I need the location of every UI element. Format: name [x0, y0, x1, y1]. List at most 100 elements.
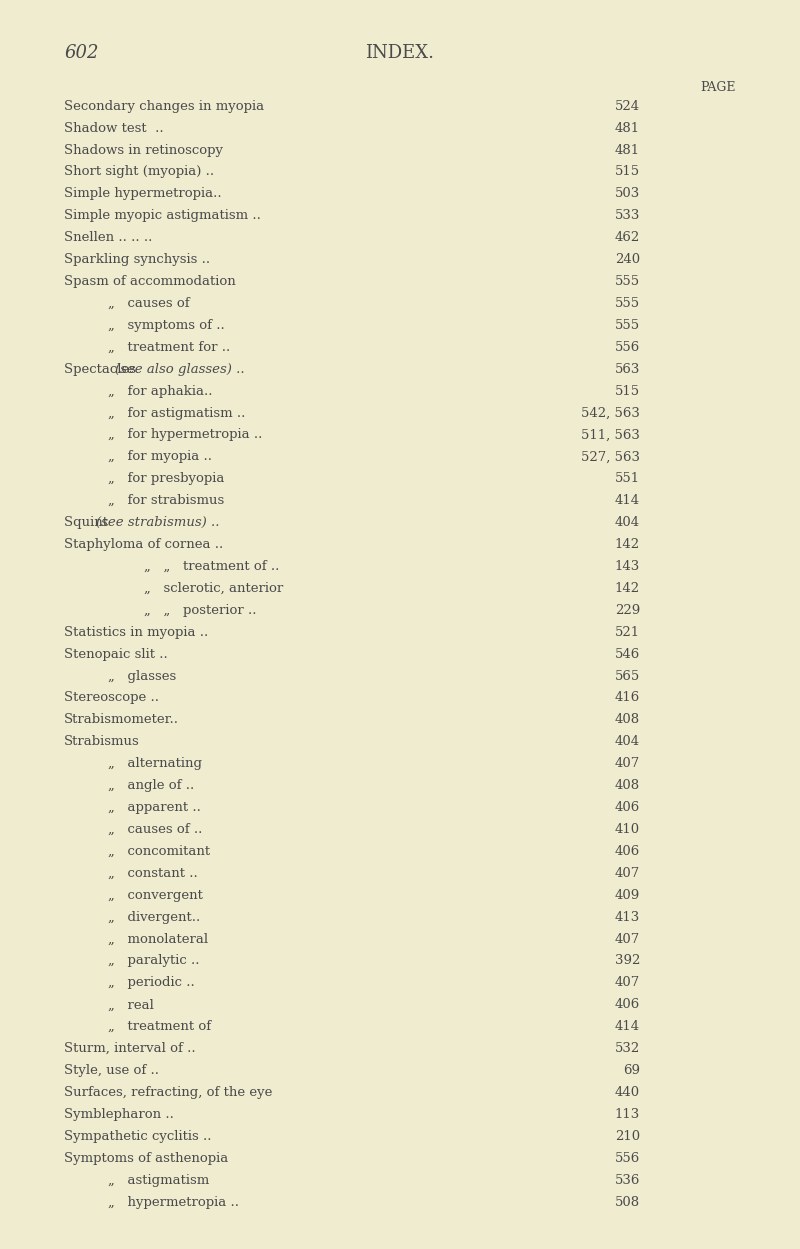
Text: 536: 536 — [614, 1174, 640, 1187]
Text: 555: 555 — [615, 275, 640, 289]
Text: 542, 563: 542, 563 — [581, 406, 640, 420]
Text: 527, 563: 527, 563 — [581, 451, 640, 463]
Text: 532: 532 — [614, 1042, 640, 1055]
Text: 407: 407 — [614, 933, 640, 945]
Text: „   for presbyopia: „ for presbyopia — [108, 472, 224, 486]
Text: Sparkling synchysis ..: Sparkling synchysis .. — [64, 254, 210, 266]
Text: Style, use of ..: Style, use of .. — [64, 1064, 159, 1077]
Text: Stereoscope ..: Stereoscope .. — [64, 692, 159, 704]
Text: 416: 416 — [614, 692, 640, 704]
Text: 392: 392 — [614, 954, 640, 968]
Text: 556: 556 — [614, 1152, 640, 1165]
Text: 229: 229 — [614, 603, 640, 617]
Text: Strabismus: Strabismus — [64, 736, 140, 748]
Text: „   for strabismus: „ for strabismus — [108, 495, 224, 507]
Text: Shadows in retinoscopy: Shadows in retinoscopy — [64, 144, 223, 156]
Text: 210: 210 — [615, 1130, 640, 1143]
Text: 521: 521 — [615, 626, 640, 638]
Text: Strabismometer..: Strabismometer.. — [64, 713, 179, 727]
Text: PAGE: PAGE — [701, 81, 736, 94]
Text: „   periodic ..: „ periodic .. — [108, 977, 194, 989]
Text: „   paralytic ..: „ paralytic .. — [108, 954, 199, 968]
Text: „   astigmatism: „ astigmatism — [108, 1174, 210, 1187]
Text: 413: 413 — [614, 911, 640, 924]
Text: „   constant ..: „ constant .. — [108, 867, 198, 879]
Text: 410: 410 — [615, 823, 640, 836]
Text: 440: 440 — [615, 1087, 640, 1099]
Text: Shadow test  ..: Shadow test .. — [64, 121, 164, 135]
Text: Simple myopic astigmatism ..: Simple myopic astigmatism .. — [64, 210, 261, 222]
Text: „   „   posterior ..: „ „ posterior .. — [144, 603, 257, 617]
Text: 555: 555 — [615, 318, 640, 332]
Text: 563: 563 — [614, 362, 640, 376]
Text: 414: 414 — [615, 495, 640, 507]
Text: 69: 69 — [623, 1064, 640, 1077]
Text: 240: 240 — [615, 254, 640, 266]
Text: „   convergent: „ convergent — [108, 889, 203, 902]
Text: 142: 142 — [615, 538, 640, 551]
Text: „   treatment of: „ treatment of — [108, 1020, 211, 1033]
Text: Symptoms of asthenopia: Symptoms of asthenopia — [64, 1152, 228, 1165]
Text: 409: 409 — [614, 889, 640, 902]
Text: „   „   treatment of ..: „ „ treatment of .. — [144, 560, 279, 573]
Text: „   symptoms of ..: „ symptoms of .. — [108, 318, 225, 332]
Text: 406: 406 — [614, 844, 640, 858]
Text: Sturm, interval of ..: Sturm, interval of .. — [64, 1042, 196, 1055]
Text: 546: 546 — [614, 648, 640, 661]
Text: 515: 515 — [615, 385, 640, 397]
Text: Statistics in myopia ..: Statistics in myopia .. — [64, 626, 208, 638]
Text: (see also glasses) ..: (see also glasses) .. — [115, 362, 245, 376]
Text: Spasm of accommodation: Spasm of accommodation — [64, 275, 236, 289]
Text: Sympathetic cyclitis ..: Sympathetic cyclitis .. — [64, 1130, 211, 1143]
Text: „   alternating: „ alternating — [108, 757, 202, 771]
Text: 556: 556 — [614, 341, 640, 353]
Text: INDEX.: INDEX. — [366, 44, 434, 61]
Text: 404: 404 — [615, 736, 640, 748]
Text: „   glasses: „ glasses — [108, 669, 176, 682]
Text: 602: 602 — [64, 44, 98, 61]
Text: „   sclerotic, anterior: „ sclerotic, anterior — [144, 582, 283, 595]
Text: 462: 462 — [614, 231, 640, 244]
Text: Snellen .. .. ..: Snellen .. .. .. — [64, 231, 152, 244]
Text: „   concomitant: „ concomitant — [108, 844, 210, 858]
Text: „   hypermetropia ..: „ hypermetropia .. — [108, 1195, 239, 1209]
Text: 481: 481 — [615, 121, 640, 135]
Text: „   for hypermetropia ..: „ for hypermetropia .. — [108, 428, 262, 441]
Text: Spectacles: Spectacles — [64, 362, 140, 376]
Text: „   divergent..: „ divergent.. — [108, 911, 200, 924]
Text: 407: 407 — [614, 867, 640, 879]
Text: 406: 406 — [614, 801, 640, 814]
Text: „   angle of ..: „ angle of .. — [108, 779, 194, 792]
Text: „   for astigmatism ..: „ for astigmatism .. — [108, 406, 246, 420]
Text: 408: 408 — [615, 713, 640, 727]
Text: 406: 406 — [614, 998, 640, 1012]
Text: „   causes of ..: „ causes of .. — [108, 823, 202, 836]
Text: 481: 481 — [615, 144, 640, 156]
Text: Surfaces, refracting, of the eye: Surfaces, refracting, of the eye — [64, 1087, 272, 1099]
Text: (see strabismus) ..: (see strabismus) .. — [97, 516, 220, 530]
Text: „   causes of: „ causes of — [108, 297, 190, 310]
Text: Symblepharon ..: Symblepharon .. — [64, 1108, 174, 1120]
Text: 404: 404 — [615, 516, 640, 530]
Text: 408: 408 — [615, 779, 640, 792]
Text: 407: 407 — [614, 757, 640, 771]
Text: 524: 524 — [615, 100, 640, 112]
Text: 515: 515 — [615, 165, 640, 179]
Text: 142: 142 — [615, 582, 640, 595]
Text: „   for aphakia..: „ for aphakia.. — [108, 385, 213, 397]
Text: 113: 113 — [614, 1108, 640, 1120]
Text: Simple hypermetropia..: Simple hypermetropia.. — [64, 187, 222, 200]
Text: Short sight (myopia) ..: Short sight (myopia) .. — [64, 165, 214, 179]
Text: „   for myopia ..: „ for myopia .. — [108, 451, 212, 463]
Text: 533: 533 — [614, 210, 640, 222]
Text: Squint: Squint — [64, 516, 112, 530]
Text: „   apparent ..: „ apparent .. — [108, 801, 201, 814]
Text: Staphyloma of cornea ..: Staphyloma of cornea .. — [64, 538, 223, 551]
Text: „   monolateral: „ monolateral — [108, 933, 208, 945]
Text: 414: 414 — [615, 1020, 640, 1033]
Text: 508: 508 — [615, 1195, 640, 1209]
Text: 143: 143 — [614, 560, 640, 573]
Text: 555: 555 — [615, 297, 640, 310]
Text: „   real: „ real — [108, 998, 154, 1012]
Text: 503: 503 — [614, 187, 640, 200]
